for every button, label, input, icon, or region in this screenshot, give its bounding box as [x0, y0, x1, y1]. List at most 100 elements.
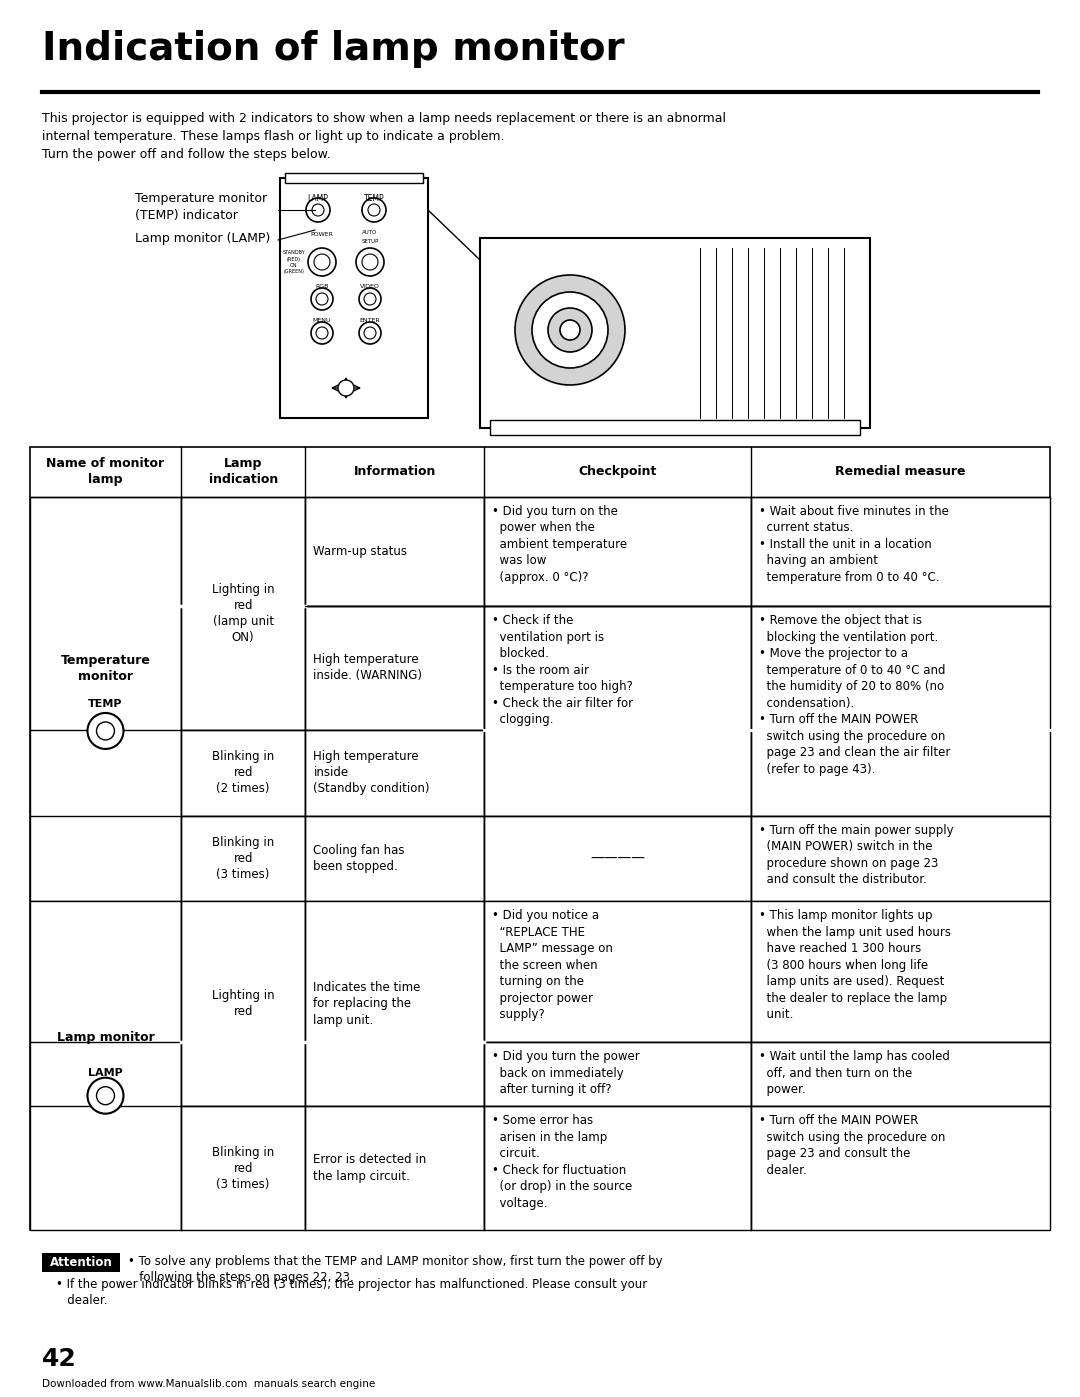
- Circle shape: [96, 722, 114, 740]
- Text: Temperature monitor: Temperature monitor: [135, 191, 267, 205]
- Text: LAMP: LAMP: [89, 1067, 123, 1077]
- Circle shape: [311, 288, 333, 310]
- Circle shape: [312, 204, 324, 217]
- Circle shape: [515, 275, 625, 386]
- Circle shape: [308, 249, 336, 277]
- Text: Turn the power off and follow the steps below.: Turn the power off and follow the steps …: [42, 148, 330, 161]
- Text: SETUP: SETUP: [362, 239, 379, 244]
- Text: Lamp monitor (LAMP): Lamp monitor (LAMP): [135, 232, 270, 244]
- Text: Attention: Attention: [50, 1256, 112, 1268]
- Circle shape: [306, 198, 330, 222]
- Text: • This lamp monitor lights up
  when the lamp unit used hours
  have reached 1 3: • This lamp monitor lights up when the l…: [759, 909, 951, 1021]
- Text: (GREEN): (GREEN): [284, 270, 305, 274]
- Text: Lighting in
red
(lamp unit
ON): Lighting in red (lamp unit ON): [212, 583, 274, 644]
- Text: Lighting in
red: Lighting in red: [212, 989, 274, 1018]
- Bar: [280, 177, 428, 418]
- Text: • Remove the object that is
  blocking the ventilation port.
• Move the projecto: • Remove the object that is blocking the…: [759, 615, 950, 775]
- Bar: [752, 1106, 1050, 1229]
- Bar: [42, 1253, 120, 1273]
- Text: Downloaded from www.Manualslib.com  manuals search engine: Downloaded from www.Manualslib.com manua…: [42, 1379, 375, 1389]
- Text: LAMP: LAMP: [308, 194, 328, 203]
- Bar: [181, 1106, 306, 1229]
- Text: • Some error has
  arisen in the lamp
  circuit.
• Check for fluctuation
  (or d: • Some error has arisen in the lamp circ…: [491, 1115, 632, 1210]
- Bar: [285, 173, 423, 183]
- Bar: [752, 1042, 1050, 1106]
- Bar: [306, 901, 484, 1106]
- Text: TEMP: TEMP: [89, 698, 123, 708]
- Circle shape: [87, 1077, 123, 1113]
- Circle shape: [532, 292, 608, 367]
- Text: • Did you turn the power
  back on immediately
  after turning it off?: • Did you turn the power back on immedia…: [491, 1051, 639, 1097]
- Bar: [752, 496, 1050, 606]
- Text: • Check if the
  ventilation port is
  blocked.
• Is the room air
  temperature : • Check if the ventilation port is block…: [491, 615, 633, 726]
- Text: Warm-up status: Warm-up status: [313, 545, 407, 557]
- Bar: [30, 447, 1050, 1229]
- Text: MENU: MENU: [313, 319, 332, 323]
- Text: Blinking in
red
(2 times): Blinking in red (2 times): [212, 750, 274, 795]
- Text: TEMP: TEMP: [364, 194, 384, 203]
- Bar: [181, 816, 306, 901]
- Text: RGB: RGB: [315, 284, 328, 289]
- Text: ————: ————: [590, 852, 645, 866]
- Circle shape: [314, 254, 330, 270]
- Circle shape: [359, 321, 381, 344]
- Circle shape: [316, 327, 328, 339]
- Text: Indicates the time
for replacing the
lamp unit.: Indicates the time for replacing the lam…: [313, 981, 421, 1027]
- Text: Blinking in
red
(3 times): Blinking in red (3 times): [212, 1146, 274, 1190]
- Bar: [306, 606, 484, 729]
- Circle shape: [364, 327, 376, 339]
- Text: Information: Information: [353, 465, 436, 478]
- Circle shape: [364, 293, 376, 305]
- Text: • Turn off the MAIN POWER
  switch using the procedure on
  page 23 and consult : • Turn off the MAIN POWER switch using t…: [759, 1115, 945, 1176]
- Circle shape: [368, 204, 380, 217]
- Bar: [480, 237, 870, 427]
- Text: Name of monitor
lamp: Name of monitor lamp: [46, 457, 164, 486]
- Text: Temperature
monitor: Temperature monitor: [60, 654, 150, 683]
- Bar: [306, 729, 484, 816]
- Text: ON: ON: [291, 263, 298, 268]
- Bar: [484, 816, 752, 901]
- Text: AUTO: AUTO: [363, 231, 378, 235]
- Circle shape: [316, 293, 328, 305]
- Text: ENTER: ENTER: [360, 319, 380, 323]
- Circle shape: [362, 254, 378, 270]
- Text: Cooling fan has
been stopped.: Cooling fan has been stopped.: [313, 844, 405, 873]
- Circle shape: [311, 321, 333, 344]
- Circle shape: [356, 249, 384, 277]
- Text: (RED): (RED): [287, 257, 301, 263]
- Circle shape: [338, 380, 354, 395]
- Text: Indication of lamp monitor: Indication of lamp monitor: [42, 29, 624, 68]
- Bar: [484, 606, 752, 816]
- Text: • Did you turn on the
  power when the
  ambient temperature
  was low
  (approx: • Did you turn on the power when the amb…: [491, 504, 627, 584]
- Text: High temperature
inside
(Standby condition): High temperature inside (Standby conditi…: [313, 750, 430, 795]
- Text: 42: 42: [42, 1347, 77, 1370]
- Text: Error is detected in
the lamp circuit.: Error is detected in the lamp circuit.: [313, 1154, 427, 1183]
- Text: Lamp
indication: Lamp indication: [208, 457, 278, 486]
- Bar: [306, 496, 484, 606]
- Bar: [306, 1106, 484, 1229]
- Bar: [484, 1042, 752, 1106]
- Text: • Turn off the main power supply
  (MAIN POWER) switch in the
  procedure shown : • Turn off the main power supply (MAIN P…: [759, 824, 954, 886]
- Text: Blinking in
red
(3 times): Blinking in red (3 times): [212, 835, 274, 882]
- Text: STANDBY: STANDBY: [283, 250, 306, 256]
- Text: POWER: POWER: [311, 232, 334, 237]
- Text: VIDEO: VIDEO: [360, 284, 380, 289]
- Bar: [181, 901, 306, 1106]
- Circle shape: [561, 320, 580, 339]
- Bar: [484, 496, 752, 606]
- Bar: [490, 420, 860, 434]
- Text: • If the power indicator blinks in red (3 times), the projector has malfunctione: • If the power indicator blinks in red (…: [56, 1278, 647, 1308]
- Bar: [484, 1106, 752, 1229]
- Text: High temperature
inside. (WARNING): High temperature inside. (WARNING): [313, 654, 422, 683]
- Circle shape: [362, 198, 386, 222]
- Bar: [752, 901, 1050, 1042]
- Circle shape: [87, 712, 123, 749]
- Text: Remedial measure: Remedial measure: [835, 465, 966, 478]
- Text: • Wait until the lamp has cooled
  off, and then turn on the
  power.: • Wait until the lamp has cooled off, an…: [759, 1051, 950, 1097]
- Text: This projector is equipped with 2 indicators to show when a lamp needs replaceme: This projector is equipped with 2 indica…: [42, 112, 726, 124]
- Bar: [181, 496, 306, 729]
- Circle shape: [96, 1087, 114, 1105]
- Bar: [30, 496, 181, 901]
- Bar: [306, 816, 484, 901]
- Bar: [752, 816, 1050, 901]
